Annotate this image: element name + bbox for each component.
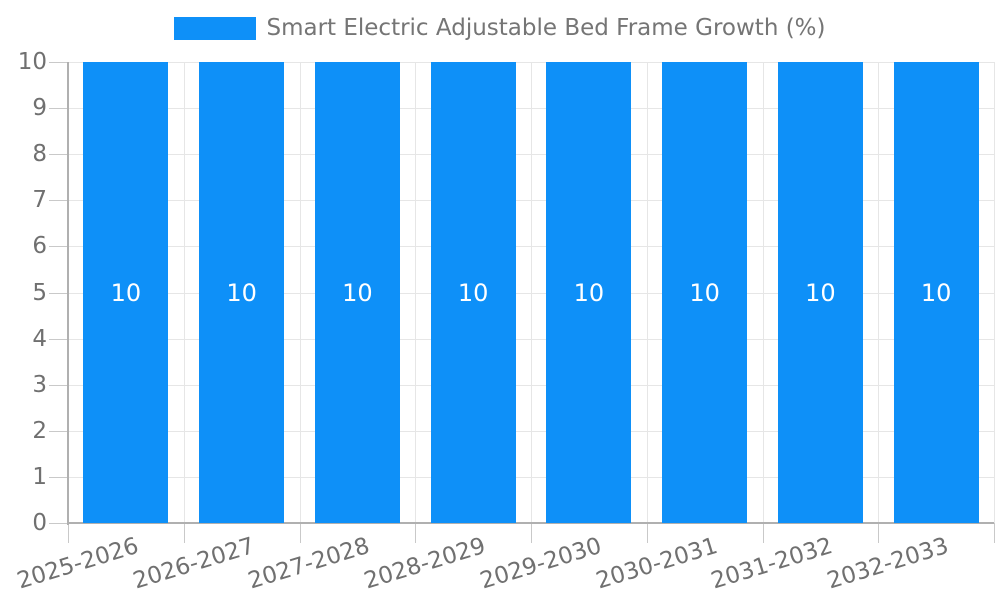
y-axis-label: 2 bbox=[32, 417, 47, 444]
x-tick bbox=[183, 523, 185, 543]
x-tick bbox=[762, 523, 764, 543]
y-axis-label: 5 bbox=[32, 279, 47, 306]
y-tick bbox=[49, 108, 68, 110]
x-axis-label: 2030-2031 bbox=[592, 533, 721, 595]
y-axis-label: 8 bbox=[32, 141, 47, 168]
y-tick bbox=[49, 523, 68, 524]
y-tick bbox=[49, 338, 68, 340]
bar: 10 bbox=[199, 62, 285, 523]
x-axis-label: 2031-2032 bbox=[708, 533, 836, 595]
y-axis-label: 3 bbox=[32, 371, 47, 398]
x-axis-label: 2029-2030 bbox=[476, 533, 605, 595]
x-tick bbox=[878, 523, 880, 543]
y-axis-label: 4 bbox=[32, 325, 47, 352]
bar: 10 bbox=[893, 62, 979, 523]
x-gridline bbox=[415, 62, 417, 523]
y-tick bbox=[49, 384, 68, 386]
y-tick bbox=[49, 292, 68, 294]
y-axis-label: 7 bbox=[32, 187, 47, 214]
y-axis-label: 10 bbox=[17, 49, 47, 75]
y-axis-label: 9 bbox=[32, 95, 47, 122]
x-gridline bbox=[299, 62, 301, 523]
y-tick bbox=[49, 430, 68, 432]
bar-value-label: 10 bbox=[805, 278, 836, 307]
bar: 10 bbox=[546, 62, 632, 523]
y-axis-label: 1 bbox=[32, 463, 47, 490]
x-axis-label: 2025-2026 bbox=[13, 533, 142, 595]
bar-value-label: 10 bbox=[920, 278, 952, 307]
bar: 10 bbox=[430, 62, 516, 523]
x-tick bbox=[531, 523, 532, 543]
x-tick bbox=[299, 523, 301, 543]
x-axis-label: 2026-2027 bbox=[129, 533, 258, 595]
y-tick bbox=[49, 246, 68, 248]
bar: 10 bbox=[314, 62, 400, 523]
legend-swatch bbox=[174, 16, 257, 40]
x-gridline bbox=[762, 62, 764, 523]
x-axis-label: 2027-2028 bbox=[245, 533, 373, 595]
x-gridline bbox=[646, 62, 648, 523]
y-tick bbox=[49, 62, 68, 63]
x-gridline bbox=[878, 62, 880, 523]
bar-value-label: 10 bbox=[226, 278, 257, 307]
bar-value-label: 10 bbox=[573, 278, 605, 307]
bar-value-label: 10 bbox=[457, 278, 489, 307]
x-gridline bbox=[183, 62, 185, 523]
x-tick bbox=[994, 523, 995, 543]
x-axis-label: 2028-2029 bbox=[361, 533, 489, 595]
y-tick bbox=[49, 154, 68, 156]
y-axis-line bbox=[67, 62, 69, 525]
x-axis-label: 2032-2033 bbox=[824, 533, 952, 595]
chart-legend[interactable]: Smart Electric Adjustable Bed Frame Grow… bbox=[0, 15, 1000, 41]
x-tick bbox=[415, 523, 417, 543]
y-axis-label: 6 bbox=[32, 233, 47, 260]
y-tick bbox=[49, 476, 68, 478]
bar: 10 bbox=[83, 62, 169, 523]
x-tick bbox=[68, 523, 69, 543]
bar: 10 bbox=[662, 62, 748, 523]
x-axis-line bbox=[68, 522, 994, 524]
y-tick bbox=[49, 200, 68, 202]
x-gridline bbox=[531, 62, 532, 523]
bar-value-label: 10 bbox=[689, 278, 720, 307]
x-gridline bbox=[994, 62, 995, 523]
bar-value-label: 10 bbox=[342, 278, 373, 307]
legend-label: Smart Electric Adjustable Bed Frame Grow… bbox=[266, 15, 826, 41]
bar: 10 bbox=[777, 62, 863, 523]
bar-value-label: 10 bbox=[110, 278, 142, 307]
x-tick bbox=[646, 523, 648, 543]
y-axis-label: 0 bbox=[32, 510, 47, 536]
